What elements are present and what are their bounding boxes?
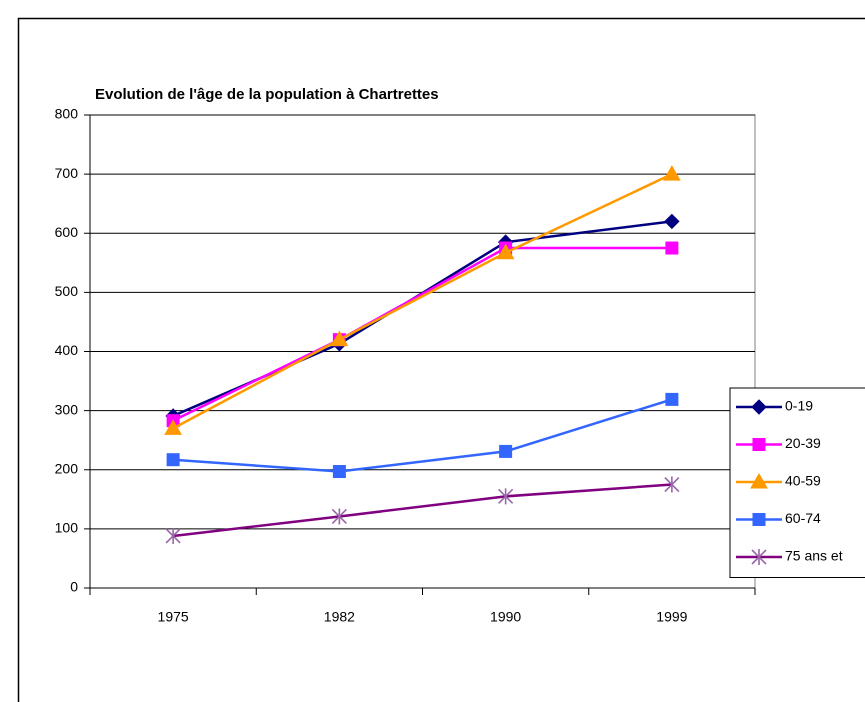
y-tick-label: 500: [55, 283, 79, 299]
marker: [750, 472, 768, 489]
y-tick-label: 600: [55, 224, 79, 240]
series-line: [172, 246, 672, 422]
chart-title: Evolution de l'âge de la population à Ch…: [95, 86, 439, 103]
marker: [496, 243, 515, 260]
y-tick-label: 800: [55, 106, 79, 122]
marker: [752, 513, 766, 526]
series-line: [173, 398, 673, 473]
marker: [751, 549, 767, 565]
series-line: [172, 483, 672, 538]
marker: [332, 465, 346, 479]
marker: [752, 438, 766, 451]
legend-label: 60-74: [785, 510, 821, 526]
marker: [663, 165, 681, 181]
legend-label: 75 ans et: [785, 548, 843, 564]
marker: [166, 453, 180, 467]
marker: [664, 476, 680, 493]
marker: [331, 508, 347, 525]
x-tick-label: 1982: [324, 609, 355, 625]
x-tick-label: 1999: [656, 609, 687, 625]
y-tick-label: 300: [55, 401, 79, 417]
marker: [751, 399, 767, 415]
marker: [164, 419, 182, 435]
y-tick-label: 100: [55, 520, 79, 536]
marker: [665, 392, 679, 406]
legend-label: 20-39: [785, 435, 821, 451]
x-tick-label: 1990: [490, 609, 521, 625]
marker: [499, 444, 513, 458]
y-tick-label: 200: [55, 460, 79, 476]
y-tick-label: 0: [70, 579, 78, 595]
y-tick-label: 700: [55, 165, 79, 181]
marker: [165, 527, 181, 544]
marker: [665, 241, 679, 255]
marker: [330, 330, 349, 347]
marker: [498, 488, 514, 505]
legend-label: 0-19: [785, 398, 813, 414]
x-tick-label: 1975: [158, 609, 189, 625]
series-line: [172, 172, 673, 430]
legend-label: 40-59: [785, 473, 821, 489]
y-tick-label: 400: [55, 342, 79, 358]
marker: [664, 213, 680, 230]
